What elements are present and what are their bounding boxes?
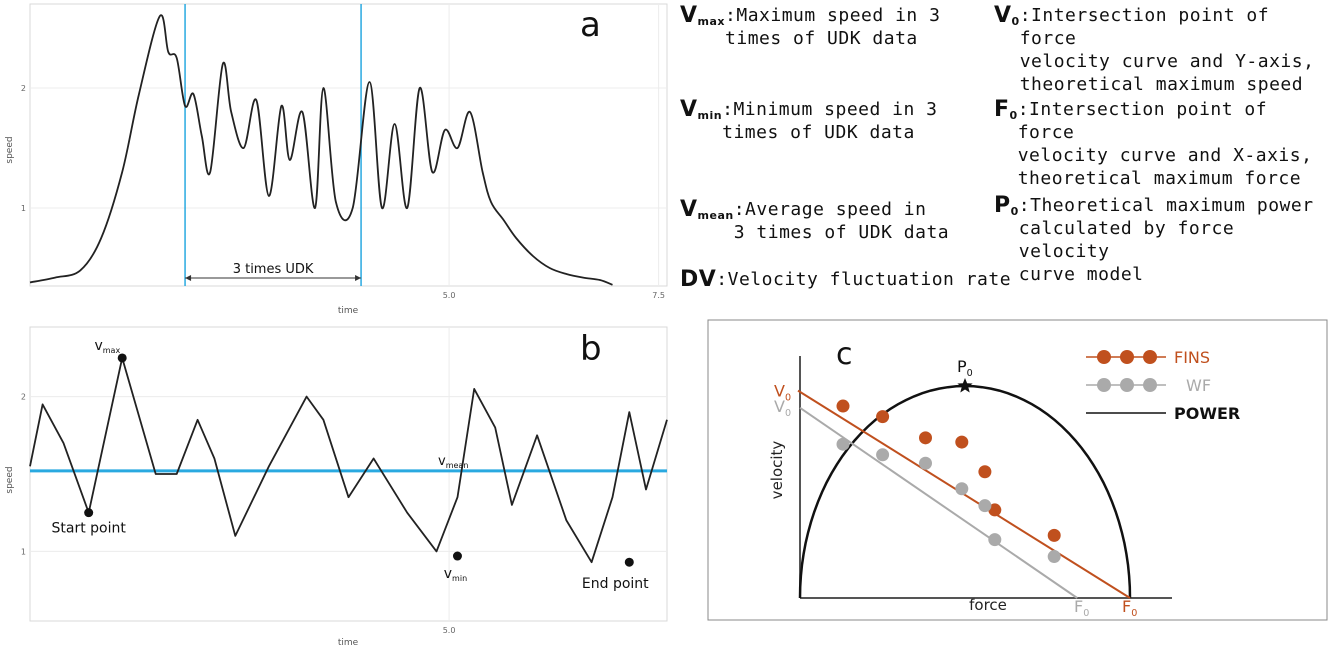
legend-p0: P0:Theoretical maximum power calculated … [994,194,1332,286]
legend-p0-symbol: P0 [994,193,1019,218]
panel-b-xlabel: time [338,638,359,648]
panel-b-point [624,557,634,567]
panel-a-label: a [580,5,601,45]
panel-b-ytick-label: 1 [21,547,26,556]
legend-v0: V0:Intersection point of force velocity … [994,4,1332,96]
panel-c-point-fins [1047,528,1061,542]
panel-a-xtick-label: 5.0 [443,291,456,300]
panel-b-point [452,551,462,561]
panel-c-point-wf [836,437,850,451]
panel-b-vmean-sub: mean [446,461,469,470]
legend-vmin-symbol: Vmin [680,97,723,122]
panel-c-points [836,399,1061,564]
legend-vmax: Vmax:Maximum speed in 3 times of UDK dat… [680,4,940,50]
panel-c-xlabel: force [969,596,1007,614]
legend-vmean-symbol: Vmean [680,197,734,222]
panel-c-legend: FINS WF POWER [1086,348,1240,423]
panel-b-point-sub: min [452,574,467,583]
panel-a-xlabel: time [338,306,359,316]
panel-c-legend-dot [1097,350,1111,364]
panel-c-legend-dot [1143,350,1157,364]
panel-c-frame [707,319,1328,621]
panel-a-annotation: 3 times UDK [185,262,362,281]
legend-vmax-text: :Maximum speed in 3 times of UDK data [725,5,941,49]
panel-a-ytick-label: 2 [21,84,26,93]
panel-c-f0-wf-label-sub: 0 [1083,608,1089,619]
legend-f0: F0:Intersection point of force velocity … [994,98,1332,190]
panel-b-ylabel: speed [5,466,15,493]
panel-c-v0-fins-label-sub: 0 [785,393,791,404]
panel-b-point-label: Start point [51,521,126,537]
legend-v0-text: :Intersection point of force velocity cu… [1019,5,1315,95]
panel-c-point-fins [836,399,850,413]
panel-b-ytick-label: 2 [21,393,26,402]
panel-b-plot-frame [29,326,668,622]
panel-c-point-fins [988,503,1002,517]
legend-p0-text: :Theoretical maximum power calculated by… [1018,195,1314,285]
panel-a-annotation-label: 3 times UDK [233,262,314,277]
legend-f0-symbol: F0 [994,97,1018,122]
panel-a-xtick-label: 7.5 [652,291,665,300]
panel-b-ticks: 215.0 [21,393,456,635]
panel-a-grid [30,4,667,286]
panel-c-legend-dot [1097,378,1111,392]
legend-vmin-text: :Minimum speed in 3 times of UDK data [722,99,938,143]
panel-c-label: c [836,337,853,372]
panel-a-ticks: 2 1 5.0 7.5 [21,84,665,300]
panel-a-ylabel: speed [5,136,15,163]
panel-c-f0-fins-label-sub: 0 [1131,608,1137,619]
panel-c-legend-dot [1143,378,1157,392]
panel-c-p0-star [957,378,973,393]
panel-c-point-fins [919,431,932,445]
panel-c-point-wf [1047,550,1061,564]
panel-a-speed-line [29,14,613,286]
legend-vmin: Vmin:Minimum speed in 3 times of UDK dat… [680,98,938,144]
panel-c-point-wf [988,533,1002,547]
panel-c-star-icon [957,378,973,393]
panel-c-legend-label: FINS [1174,348,1210,367]
panel-c-point-fins [955,435,969,449]
panel-b-xtick-label: 5.0 [443,626,456,635]
legend-vmean-text: :Average speed in 3 times of UDK data [733,199,950,243]
panel-c-legend-label: POWER [1174,404,1240,423]
panel-b-grid [30,327,667,621]
legend-dv-text: :Velocity fluctuation rate [716,269,1012,290]
panel-c-ylabel: velocity [768,441,786,500]
panel-c-point-wf [955,482,969,496]
panel-b-point-label: End point [582,576,649,592]
panel-a-plot-frame [29,3,668,287]
legend-vmean: Vmean :Average speed in 3 times of UDK d… [680,198,949,244]
panel-c-point-fins [876,410,890,424]
legend-dv-symbol: DV [680,267,717,292]
panel-a-chart: 2 1 5.0 7.5 3 times UDK a time speed [5,3,668,316]
legend-vmax-symbol: Vmax [680,3,726,28]
panel-c-p0-label-sub: 0 [967,368,973,379]
panel-c-point-fins [978,465,992,479]
panel-b-label: b [580,329,602,369]
legend-dv: DV:Velocity fluctuation rate [680,268,1011,291]
panel-b-point [117,353,127,363]
panel-c-point-wf [919,456,932,470]
panel-c-legend-dot [1120,378,1134,392]
panel-a-arrowhead-right [355,275,362,281]
panel-c-point-wf [978,499,992,513]
legend-f0-text: :Intersection point of force velocity cu… [1017,99,1313,189]
panel-c-point-wf [876,448,890,462]
panel-a-arrowhead-left [185,275,192,281]
panel-a-ytick-label: 1 [21,204,26,213]
panel-b-speed-line [29,357,668,564]
panel-c-v0-wf-label-sub: 0 [785,408,791,419]
panel-c-legend-dot [1120,350,1134,364]
panel-b-point-sub: max [103,346,121,355]
panel-b-point [84,508,94,518]
panel-c-legend-label: WF [1186,376,1211,395]
legend-v0-symbol: V0 [994,3,1020,28]
